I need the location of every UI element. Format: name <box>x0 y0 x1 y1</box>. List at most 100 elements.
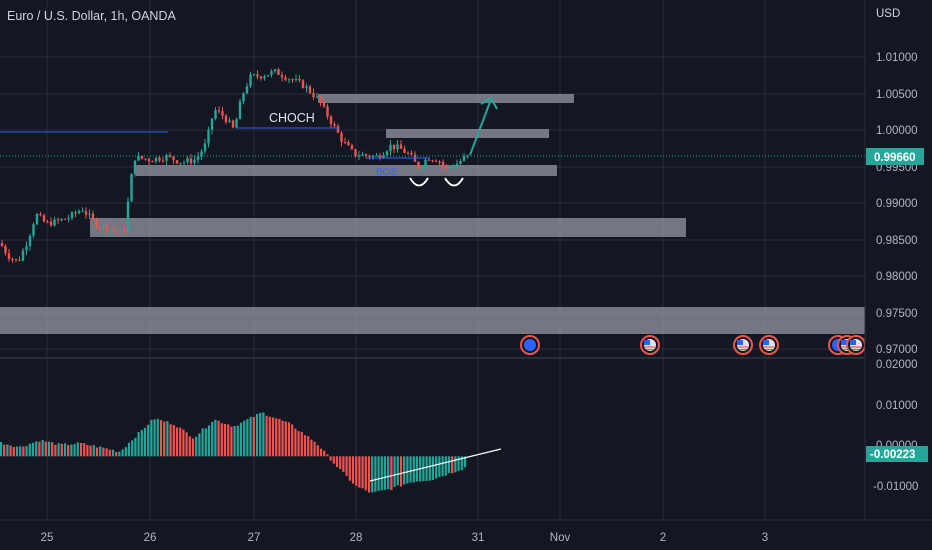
oscillator-bar <box>147 424 150 457</box>
candle-body <box>14 259 18 261</box>
oscillator-bar <box>409 456 412 483</box>
oscillator-bar <box>300 431 303 457</box>
oscillator-bar <box>412 456 415 483</box>
oscillator-bar <box>271 417 275 457</box>
oscillator-bar <box>451 456 454 474</box>
candle-body <box>32 224 35 236</box>
events <box>520 335 866 355</box>
symbol-title[interactable]: Euro / U.S. Dollar, 1h, OANDA <box>7 9 176 23</box>
candle-body <box>326 106 329 117</box>
price-tick-label: 0.97500 <box>876 308 918 320</box>
candle-body <box>70 212 74 219</box>
oscillator-bar <box>35 441 38 457</box>
oscillator-bar <box>159 420 163 457</box>
candle-body <box>392 144 396 150</box>
zone-bos <box>136 165 557 176</box>
candle-body <box>448 167 452 169</box>
candle-body <box>200 151 203 157</box>
oscillator-bar <box>307 436 310 457</box>
candle-body <box>56 219 60 221</box>
candle-body <box>207 129 210 144</box>
candle-body <box>53 219 56 226</box>
oscillator-tick-label: 0.02000 <box>876 359 918 371</box>
candle-body <box>312 92 315 98</box>
oscillator-bar <box>195 436 198 457</box>
oscillator-bar <box>230 426 233 457</box>
candle-body <box>343 141 347 143</box>
candle-body <box>189 158 193 164</box>
eu-flag-icon <box>524 339 536 351</box>
oscillator-bar <box>233 426 236 457</box>
oscillator-bar <box>38 441 41 457</box>
candle-body <box>452 167 455 169</box>
candle-body <box>158 157 161 161</box>
price-scale-bg[interactable] <box>865 0 932 520</box>
candle-body <box>182 162 186 164</box>
candle-body <box>231 120 235 128</box>
oscillator-bar <box>3 444 6 457</box>
candle-body <box>259 76 263 79</box>
price-tick-label: 1.01000 <box>876 52 918 64</box>
candle-body <box>315 96 319 98</box>
oscillator-bar <box>6 444 9 457</box>
oscillator-bar <box>134 437 137 457</box>
candle-body <box>161 160 165 162</box>
price-tick-label: 0.97000 <box>876 344 918 356</box>
oscillator-bar <box>438 456 441 477</box>
candle-body <box>193 159 196 164</box>
candle-body <box>46 221 49 223</box>
oscillator-bar <box>457 456 460 471</box>
oscillator-bar <box>41 439 44 457</box>
candle-body <box>165 155 168 161</box>
oscillator-tick-label: 0.01000 <box>876 400 918 412</box>
oscillator-bar <box>252 417 255 457</box>
candle-body <box>88 213 91 215</box>
candle-body <box>214 110 217 119</box>
oscillator-bar <box>355 456 358 486</box>
candle-body <box>168 155 172 157</box>
oscillator-bar <box>278 418 281 457</box>
candle-body <box>21 250 25 261</box>
oscillator-bar <box>371 456 374 493</box>
oscillator-bar <box>403 456 406 485</box>
candle-body <box>77 211 81 214</box>
oscillator-bar <box>431 456 435 480</box>
oscillator-bar <box>243 420 246 457</box>
candle-body <box>389 144 392 152</box>
oscillator-bar <box>172 424 175 457</box>
candle-body <box>217 110 221 112</box>
candle-body <box>39 214 42 216</box>
candle-body <box>438 161 441 163</box>
oscillator-bar <box>211 421 214 457</box>
oscillator-bar <box>25 446 28 457</box>
us-flag-canton <box>850 340 856 345</box>
oscillator-bar <box>268 416 271 457</box>
candle-body <box>126 201 130 232</box>
oscillator-bar <box>137 432 140 457</box>
time-tick-label: 28 <box>350 532 363 544</box>
zone-bottom <box>0 307 865 334</box>
oscillator-bar <box>262 412 265 457</box>
oscillator-trendline <box>369 448 502 482</box>
time-tick-label: Nov <box>550 532 571 544</box>
oscillator-bar <box>342 456 345 472</box>
candle-body <box>336 125 340 133</box>
oscillator-bar <box>313 441 316 457</box>
oscillator-bar <box>79 443 83 457</box>
oscillator-bar <box>47 441 51 457</box>
oscillator-bar <box>364 456 367 491</box>
candle-body <box>4 246 7 254</box>
candle-body <box>245 86 249 94</box>
candle-body <box>28 235 32 247</box>
oscillator-bar <box>246 419 249 457</box>
candle-body <box>417 161 420 169</box>
candle-body <box>280 74 284 78</box>
oscillator-bar <box>111 449 115 457</box>
candle-body <box>284 77 287 80</box>
oscillator-bar <box>182 429 185 457</box>
oscillator-bar <box>399 456 403 487</box>
oscillator-bar <box>99 446 102 457</box>
candle-body <box>91 213 95 219</box>
currency-label: USD <box>876 8 901 20</box>
